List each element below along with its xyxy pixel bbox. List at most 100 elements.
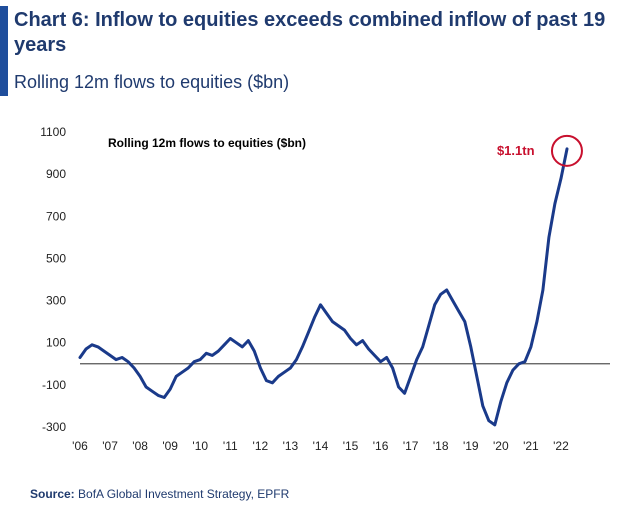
line-chart: Rolling 12m flows to equities ($bn) 1100…: [40, 125, 610, 453]
data-point: [397, 385, 400, 389]
data-point: [78, 356, 82, 359]
data-point: [157, 394, 160, 397]
data-point: [175, 375, 178, 378]
data-point: [415, 358, 418, 361]
x-tick-label: '17: [403, 439, 419, 453]
y-tick-label: 300: [46, 294, 66, 308]
x-tick-label: '16: [373, 439, 389, 453]
data-point: [114, 358, 118, 361]
data-point: [409, 375, 412, 378]
data-point: [84, 347, 88, 351]
data-point: [277, 375, 280, 378]
data-point: [445, 288, 448, 292]
data-point: [247, 339, 250, 342]
data-point: [511, 368, 515, 372]
source-label: Source:: [30, 487, 75, 501]
data-point: [439, 293, 442, 296]
data-point: [535, 320, 539, 323]
data-point: [547, 236, 551, 239]
x-tick-label: '10: [192, 439, 208, 453]
y-tick-label: 900: [46, 167, 66, 181]
data-point: [90, 343, 94, 346]
y-tick-label: 500: [46, 251, 66, 265]
data-point: [211, 354, 214, 357]
data-point: [487, 419, 490, 422]
data-point: [259, 366, 262, 370]
x-tick-label: '18: [433, 439, 449, 453]
data-point: [433, 303, 436, 306]
data-point: [505, 381, 508, 384]
data-point: [355, 343, 358, 346]
peak-highlight-circle: [550, 134, 583, 167]
data-point: [553, 202, 557, 205]
y-tick-label: 700: [46, 209, 66, 223]
data-point: [469, 345, 472, 349]
x-tick-label: '21: [523, 439, 539, 453]
data-point: [283, 371, 286, 374]
data-point: [313, 316, 316, 319]
page-title: Chart 6: Inflow to equities exceeds comb…: [14, 9, 606, 56]
data-point: [181, 371, 184, 374]
chart-inner-title: Rolling 12m flows to equities ($bn): [108, 136, 306, 150]
data-point: [229, 337, 232, 340]
title-accent-bar: [0, 6, 8, 96]
data-point: [493, 423, 496, 427]
data-point: [169, 387, 172, 391]
y-tick-label: 1100: [40, 125, 66, 139]
data-point: [108, 354, 112, 357]
data-point: [132, 366, 136, 370]
data-point: [331, 320, 334, 323]
data-point: [150, 390, 154, 393]
data-point: [96, 345, 100, 349]
data-point: [529, 345, 533, 349]
data-point: [379, 360, 382, 363]
data-point: [385, 356, 388, 359]
x-tick-label: '20: [493, 439, 509, 453]
series-line: [78, 147, 569, 427]
data-point: [126, 360, 130, 363]
data-point: [265, 379, 268, 382]
y-tick-label: -300: [42, 420, 66, 434]
data-point: [559, 177, 563, 180]
data-point: [120, 356, 124, 359]
data-point: [163, 396, 166, 399]
x-tick-label: '13: [283, 439, 299, 453]
x-tick-label: '15: [343, 439, 359, 453]
data-point: [451, 299, 454, 302]
peak-annotation: $1.1tn: [497, 143, 535, 158]
y-axis-labels: 1100 900 700 500 300 100 -100 -300: [40, 125, 66, 434]
data-point: [373, 354, 376, 357]
x-tick-label: '09: [162, 439, 178, 453]
data-point: [367, 347, 370, 351]
data-point: [307, 331, 310, 334]
data-point: [319, 303, 322, 306]
data-point: [361, 339, 364, 342]
data-point: [301, 345, 304, 349]
data-point: [499, 400, 502, 403]
x-tick-label: '11: [223, 439, 238, 453]
data-point: [403, 392, 406, 395]
x-tick-label: '08: [132, 439, 148, 453]
data-point: [325, 312, 328, 315]
data-point: [349, 337, 352, 340]
data-points: [78, 147, 569, 427]
data-point: [144, 385, 148, 389]
x-tick-label: '12: [253, 439, 269, 453]
data-point: [102, 349, 106, 353]
data-point: [205, 352, 208, 355]
data-point: [565, 147, 569, 151]
data-point: [475, 375, 478, 378]
source-note: Source: BofA Global Investment Strategy,…: [30, 487, 289, 501]
data-point: [289, 366, 292, 370]
data-point: [193, 360, 196, 363]
data-point: [343, 328, 346, 332]
x-tick-label: '06: [72, 439, 88, 453]
data-point: [295, 358, 298, 361]
data-point: [541, 288, 545, 292]
data-point: [337, 324, 340, 328]
x-tick-label: '14: [313, 439, 329, 453]
data-point: [241, 345, 244, 349]
source-text: BofA Global Investment Strategy, EPFR: [78, 487, 290, 501]
data-point: [463, 320, 466, 323]
data-point: [421, 345, 424, 349]
